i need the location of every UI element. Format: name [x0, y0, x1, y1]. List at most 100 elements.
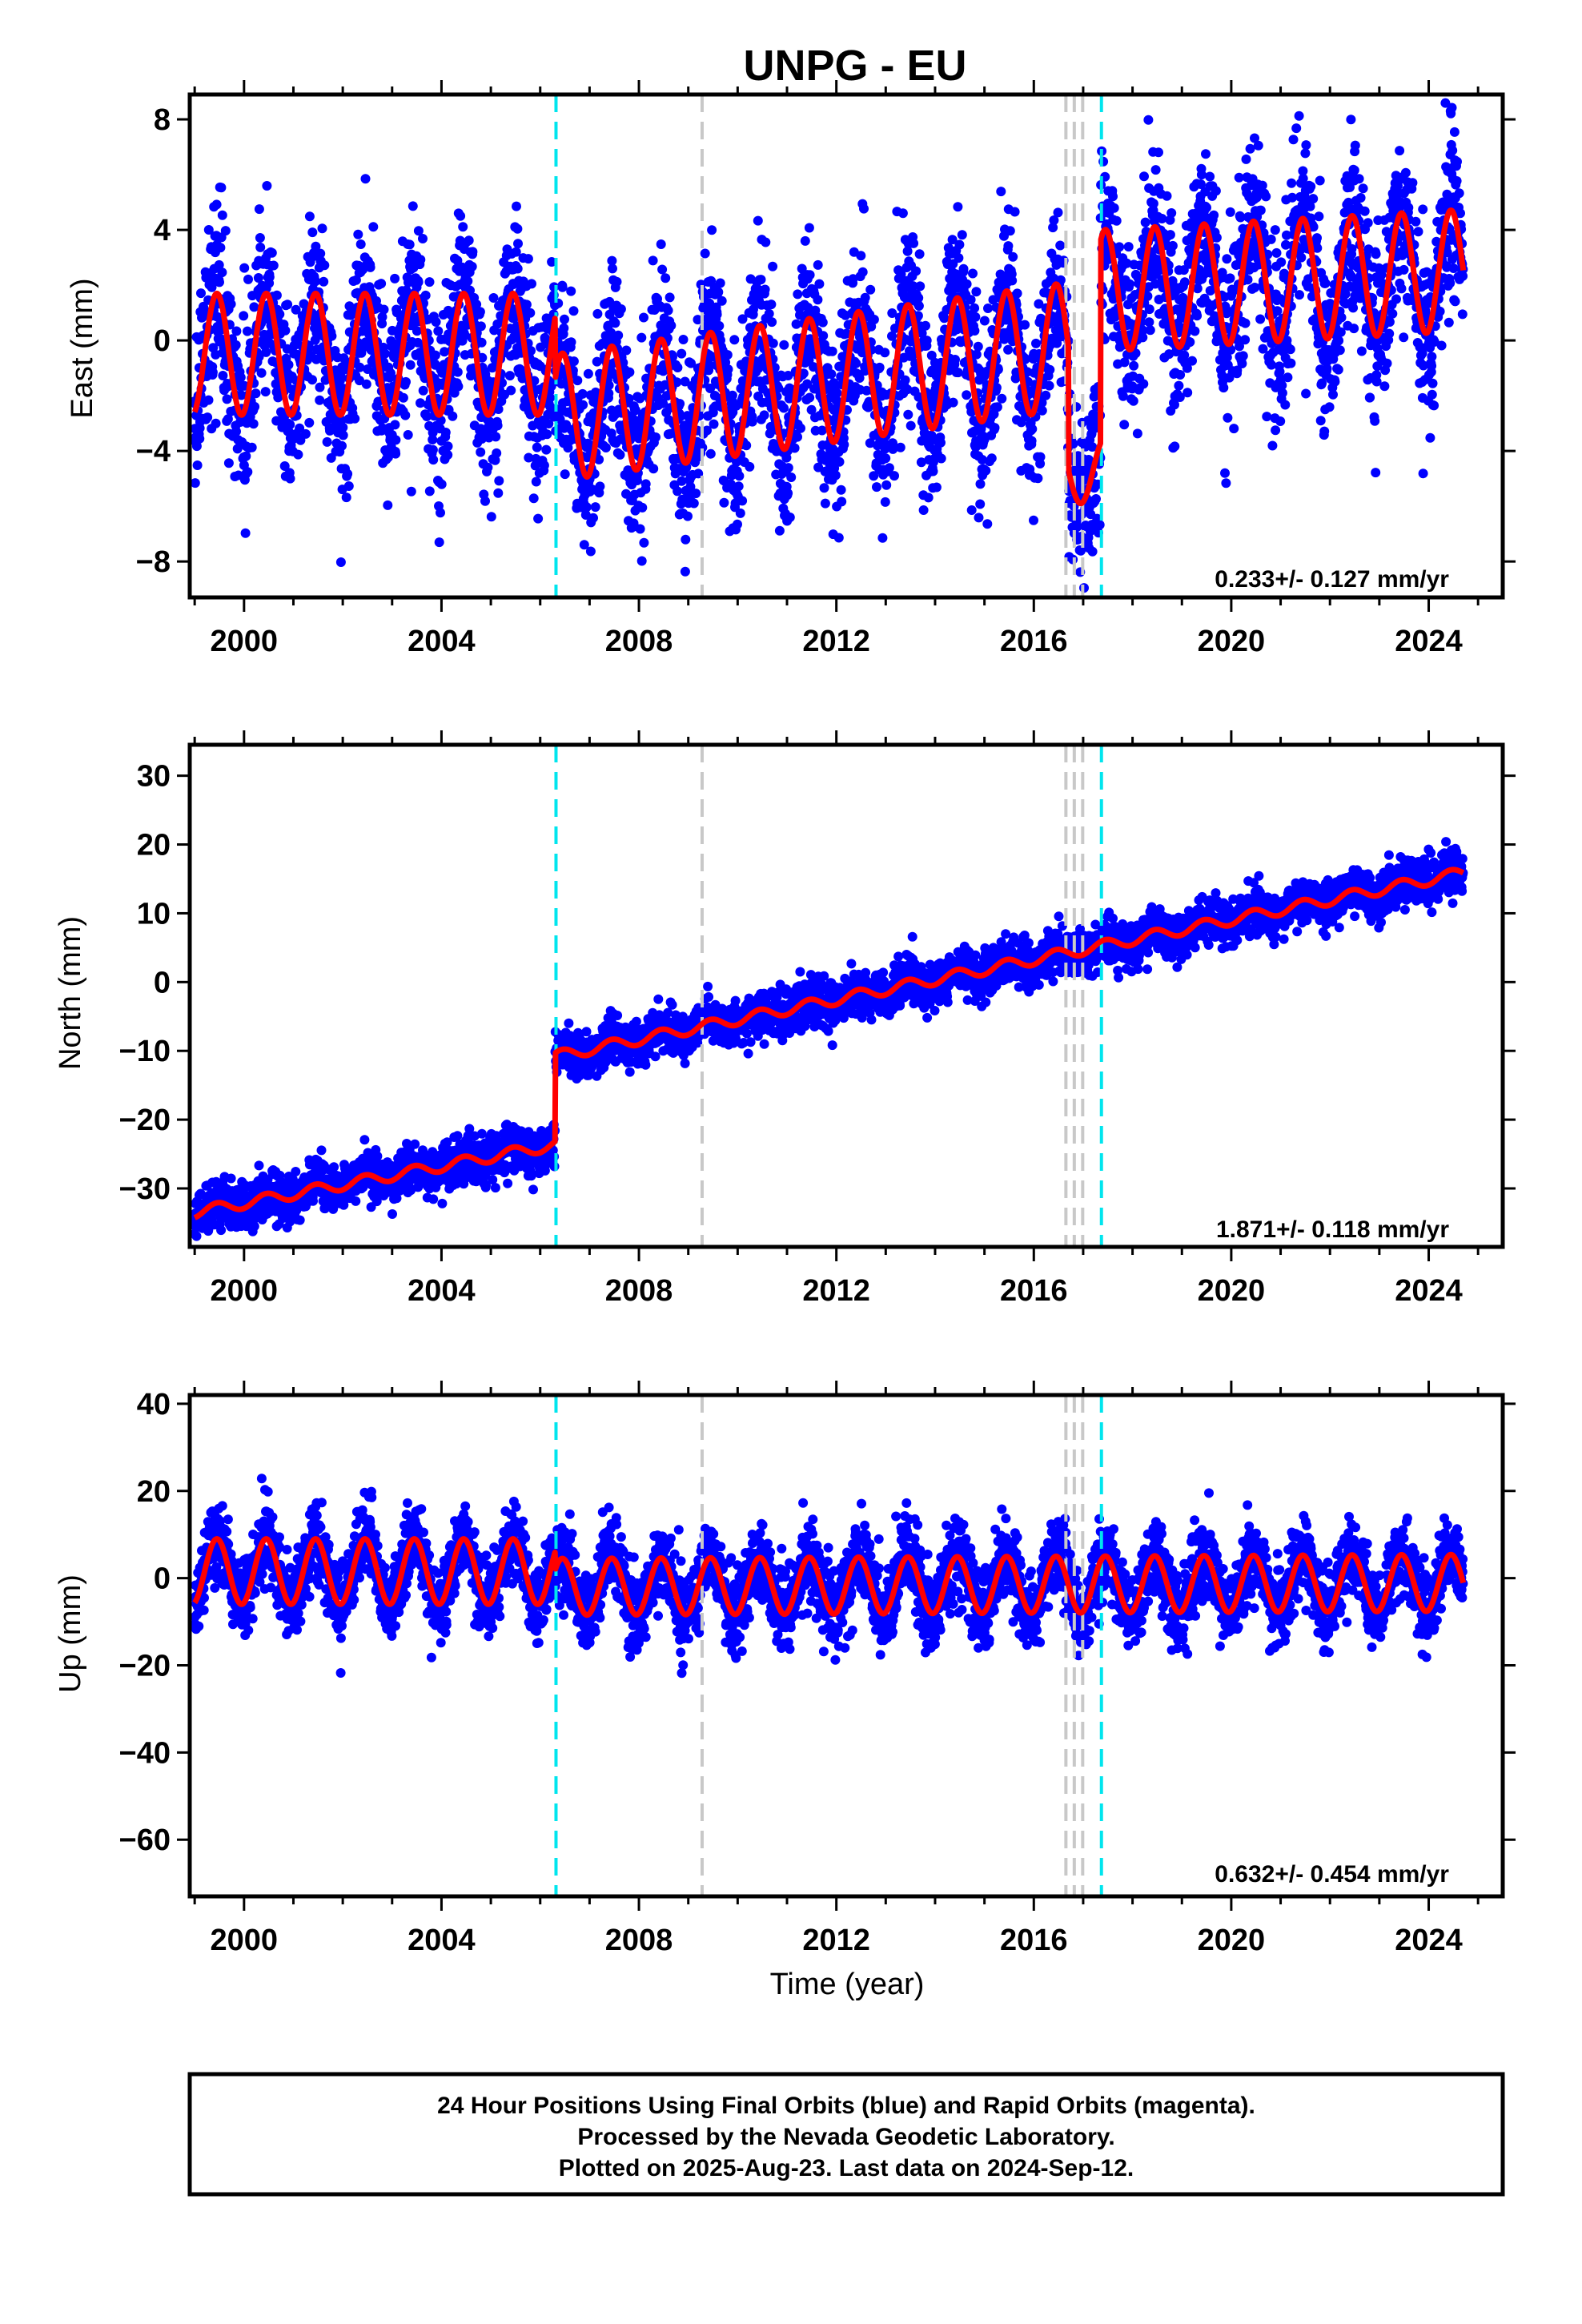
- chart-title: UNPG - EU: [743, 42, 966, 90]
- data-point: [887, 331, 897, 341]
- data-point: [997, 393, 1007, 404]
- data-point: [953, 202, 963, 212]
- data-point: [983, 304, 993, 313]
- data-point: [966, 407, 977, 417]
- data-point: [786, 472, 797, 482]
- data-point: [464, 235, 474, 246]
- data-point: [745, 461, 755, 472]
- data-point: [1348, 303, 1359, 313]
- data-point: [338, 430, 348, 440]
- data-point: [705, 384, 716, 393]
- data-point: [468, 247, 478, 257]
- data-point: [1427, 389, 1437, 400]
- data-point: [1182, 388, 1193, 398]
- data-point: [253, 273, 263, 283]
- data-point: [1128, 396, 1138, 406]
- data-point: [954, 239, 965, 250]
- data-point: [661, 273, 671, 283]
- data-point: [452, 367, 463, 377]
- data-point: [566, 286, 576, 296]
- data-point: [1220, 468, 1230, 478]
- data-point: [819, 483, 829, 493]
- data-point: [577, 388, 588, 399]
- data-point: [957, 230, 967, 240]
- data-point: [1396, 283, 1407, 294]
- data-point: [433, 326, 444, 336]
- data-point: [948, 259, 958, 269]
- data-point: [689, 498, 699, 509]
- data-point: [747, 416, 757, 427]
- data-point: [616, 304, 626, 314]
- data-point: [1003, 241, 1014, 251]
- data-point: [1336, 312, 1347, 323]
- x-tick-label: 2024: [1395, 625, 1463, 658]
- data-point: [521, 300, 532, 310]
- data-point: [1211, 186, 1221, 196]
- data-point: [506, 385, 516, 396]
- data-point: [304, 211, 315, 222]
- data-point: [610, 318, 620, 328]
- data-point: [440, 428, 451, 437]
- data-point: [979, 316, 990, 326]
- data-point: [1391, 294, 1401, 304]
- data-point: [921, 320, 930, 331]
- data-point: [355, 239, 366, 249]
- data-point: [1053, 207, 1063, 218]
- data-point: [492, 448, 502, 458]
- data-point: [834, 456, 845, 467]
- data-point: [376, 279, 387, 289]
- data-point: [1118, 391, 1128, 401]
- data-point: [648, 255, 658, 266]
- data-point: [304, 417, 315, 428]
- data-point: [1395, 146, 1405, 156]
- data-point: [404, 239, 415, 250]
- data-point: [568, 356, 579, 367]
- data-point: [954, 253, 964, 263]
- data-point: [970, 303, 980, 313]
- data-point: [315, 248, 326, 259]
- data-point: [1129, 360, 1139, 371]
- data-point: [491, 432, 501, 442]
- data-point: [624, 393, 634, 404]
- data-point: [1384, 328, 1395, 339]
- data-point: [1315, 175, 1325, 186]
- data-point: [353, 229, 363, 239]
- data-point: [962, 390, 972, 400]
- data-point: [1436, 340, 1447, 351]
- data-point: [424, 277, 435, 287]
- data-point: [241, 451, 251, 461]
- data-point: [974, 513, 984, 523]
- data-point: [456, 211, 466, 221]
- data-point: [1314, 211, 1324, 222]
- data-point: [350, 413, 360, 424]
- data-point: [637, 502, 648, 513]
- data-point: [1008, 251, 1018, 262]
- data-point: [590, 502, 600, 513]
- data-point: [1445, 278, 1456, 288]
- data-point: [261, 347, 271, 357]
- data-point: [856, 251, 866, 261]
- data-point: [1447, 103, 1457, 113]
- data-point: [412, 326, 422, 336]
- data-point: [966, 295, 976, 305]
- data-point: [377, 312, 387, 322]
- data-point: [986, 453, 997, 464]
- data-point: [1280, 400, 1291, 410]
- data-point: [903, 409, 913, 420]
- data-point: [211, 199, 222, 210]
- data-point: [592, 356, 602, 367]
- data-point: [566, 337, 576, 348]
- data-point: [255, 242, 266, 252]
- data-point: [527, 279, 536, 289]
- data-point: [877, 533, 888, 543]
- data-point: [939, 313, 950, 324]
- x-tick-label: 2008: [605, 625, 673, 658]
- data-point: [1240, 335, 1251, 345]
- data-point: [1275, 416, 1286, 426]
- data-point: [448, 411, 458, 421]
- data-point: [818, 331, 829, 341]
- data-point: [830, 470, 841, 480]
- data-point: [215, 243, 226, 253]
- data-point: [737, 314, 748, 324]
